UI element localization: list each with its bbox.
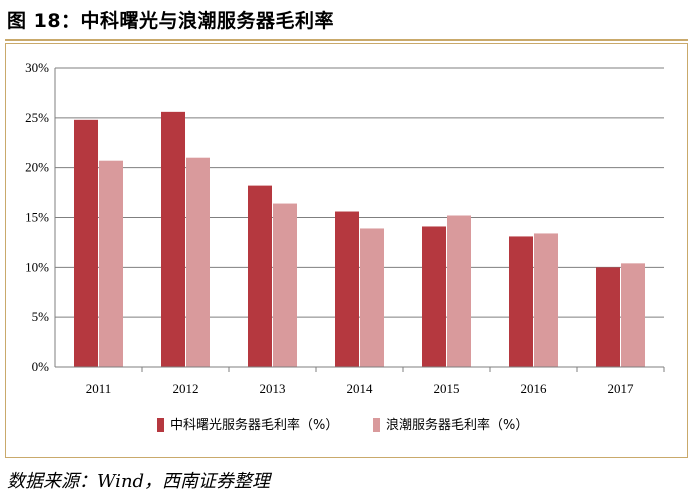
bar-inspur-2015 bbox=[447, 215, 471, 367]
x-tick-label: 2014 bbox=[347, 381, 374, 396]
bar-inspur-2017 bbox=[621, 263, 645, 367]
figure-title: 图 18：中科曙光与浪潮服务器毛利率 bbox=[7, 10, 335, 32]
bar-inspur-2016 bbox=[534, 233, 558, 367]
y-tick-label: 10% bbox=[25, 259, 49, 274]
bar-chart: 0% 5% 10% 15% 20% 25% 30% 2011 2012 2013 2014 2015… bbox=[25, 60, 665, 433]
bar-sugon-2015 bbox=[422, 226, 446, 367]
bar-inspur-2014 bbox=[360, 228, 384, 367]
x-tick-label: 2015 bbox=[434, 381, 460, 396]
grid-lines bbox=[55, 67, 664, 318]
y-tick-label: 15% bbox=[25, 210, 49, 225]
y-tick-label: 20% bbox=[25, 160, 49, 175]
legend-swatch bbox=[157, 418, 164, 432]
y-axis-ticks: 0% 5% 10% 15% 20% 25% 30% bbox=[25, 60, 49, 374]
x-tick-label: 2017 bbox=[608, 381, 635, 396]
legend-label: 中科曙光服务器毛利率（%） bbox=[170, 417, 338, 433]
x-axis-ticks: 2011 2012 2013 2014 2015 2016 2017 bbox=[86, 367, 665, 396]
bar-sugon-2014 bbox=[335, 211, 359, 367]
bar-sugon-2011 bbox=[74, 119, 98, 368]
title-divider bbox=[5, 39, 688, 41]
bar-sugon-2016 bbox=[509, 236, 533, 367]
bar-sugon-2017 bbox=[596, 267, 620, 367]
legend-label: 浪潮服务器毛利率（%） bbox=[386, 417, 528, 433]
source-note: 数据来源：Wind，西南证券整理 bbox=[7, 471, 271, 492]
legend: 中科曙光服务器毛利率（%） 浪潮服务器毛利率（%） bbox=[157, 417, 528, 433]
legend-swatch bbox=[373, 418, 380, 432]
bar-inspur-2012 bbox=[186, 157, 210, 367]
y-tick-label: 0% bbox=[32, 359, 50, 374]
bar-inspur-2013 bbox=[273, 203, 297, 367]
bar-inspur-2011 bbox=[99, 160, 123, 367]
y-tick-label: 25% bbox=[25, 110, 49, 125]
x-tick-label: 2013 bbox=[260, 381, 286, 396]
y-tick-label: 5% bbox=[32, 309, 50, 324]
x-tick-label: 2011 bbox=[86, 381, 112, 396]
bar-sugon-2013 bbox=[248, 185, 272, 367]
chart-frame: 0% 5% 10% 15% 20% 25% 30% 2011 2012 2013 2014 2015… bbox=[5, 43, 688, 458]
bar-sugon-2012 bbox=[161, 111, 185, 367]
y-tick-label: 30% bbox=[25, 60, 49, 75]
x-tick-label: 2016 bbox=[521, 381, 548, 396]
x-tick-label: 2012 bbox=[173, 381, 199, 396]
bars bbox=[74, 111, 645, 368]
